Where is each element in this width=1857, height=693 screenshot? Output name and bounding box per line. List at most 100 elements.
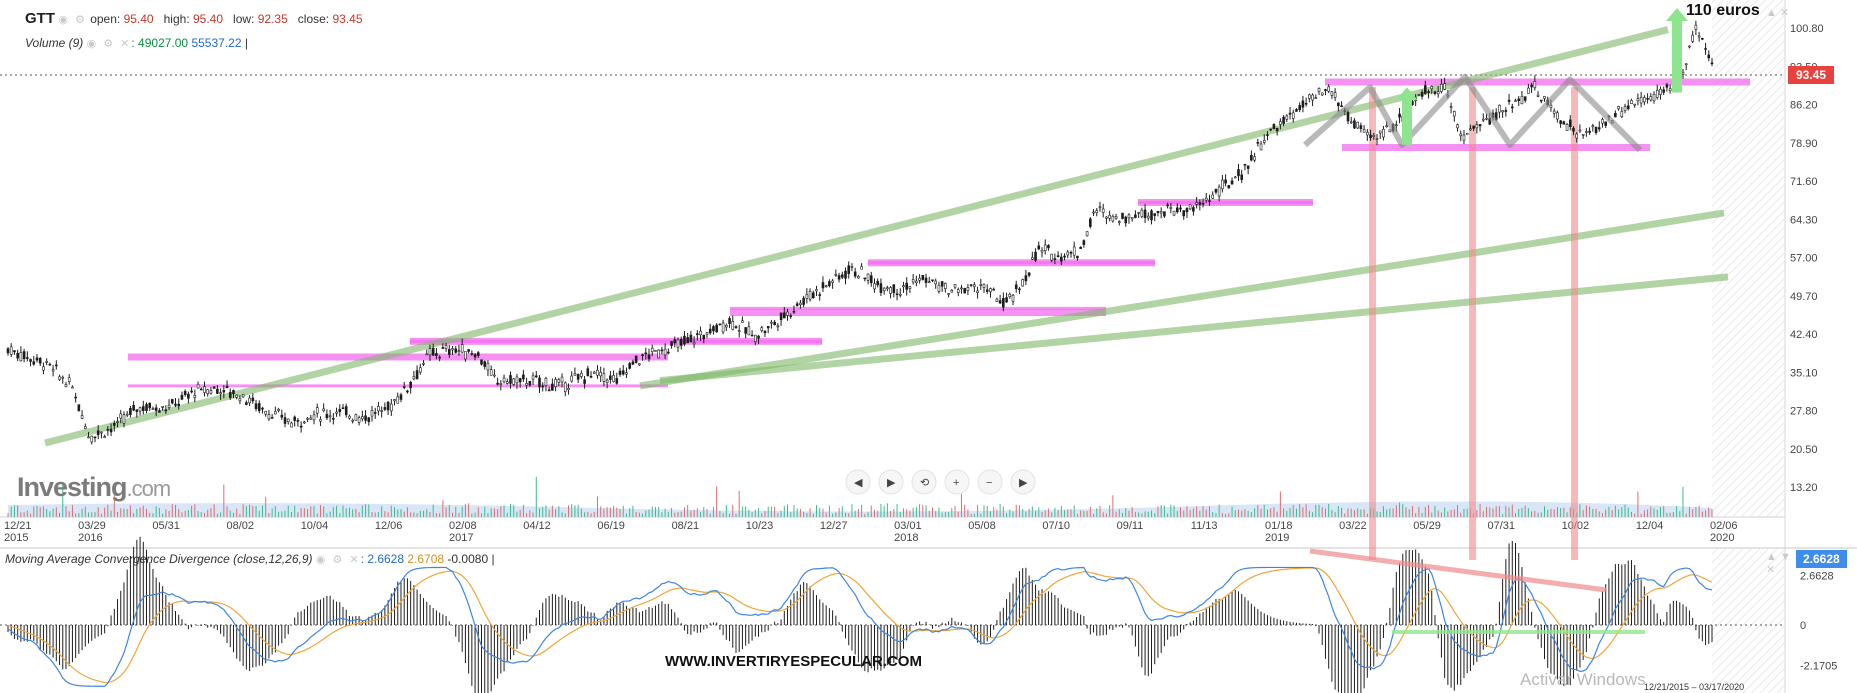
candle-body — [944, 283, 947, 290]
candle-body — [734, 326, 738, 329]
candle-body — [406, 390, 409, 393]
candle-body — [161, 405, 164, 408]
candle-body — [1349, 121, 1353, 124]
nav-button-icon: ▶ — [887, 477, 896, 489]
candle-body — [1250, 155, 1253, 161]
candle-body — [145, 404, 148, 411]
nav-button[interactable] — [845, 469, 871, 495]
candle-body — [1533, 81, 1537, 89]
candle-body — [64, 384, 68, 388]
candle-body — [1688, 45, 1691, 48]
candle-body — [460, 344, 464, 353]
candle-body — [357, 417, 361, 423]
candle-body — [48, 363, 52, 366]
candle-body — [934, 280, 937, 285]
y-tick-label: 27.80 — [1790, 406, 1818, 418]
eye-icon[interactable]: ◉ ⚙ ✕ — [86, 38, 132, 50]
candle-body — [821, 282, 825, 289]
candle-body — [737, 330, 741, 332]
candle-body — [29, 359, 32, 362]
candle-body — [1588, 130, 1591, 133]
candle-body — [254, 403, 258, 409]
zigzag-pattern — [1303, 73, 1643, 153]
candle-body — [1707, 54, 1711, 59]
candle-body — [621, 370, 625, 375]
candle-body — [1353, 120, 1356, 129]
candle-body — [444, 345, 448, 349]
vertical-marker — [1571, 87, 1578, 561]
candle-body — [90, 435, 94, 443]
nav-button[interactable] — [977, 469, 1003, 495]
candle-body — [283, 417, 287, 424]
candle-body — [261, 407, 264, 410]
candle-body — [583, 379, 586, 384]
candle-body — [1005, 297, 1008, 303]
candle-body — [1320, 92, 1324, 96]
candle-body — [663, 348, 667, 356]
candle-body — [1195, 202, 1198, 205]
candle-body — [151, 408, 155, 410]
candle-body — [1169, 207, 1173, 209]
candle-body — [364, 415, 367, 421]
macd-value-tag: 2.6628 — [1796, 550, 1847, 568]
high-label: high: — [163, 12, 190, 26]
x-tick-label: 02/06 — [1710, 520, 1738, 532]
candle-body — [811, 292, 815, 299]
candle-body — [45, 361, 48, 363]
candle-body — [154, 407, 158, 411]
candle-body — [1539, 99, 1543, 102]
candle-body — [818, 294, 822, 296]
candle-body — [483, 361, 487, 367]
x-tick-label: 03/29 — [78, 520, 106, 532]
macd-panel-controls[interactable]: ▲ ▼ ✕ ✕ — [1766, 551, 1804, 576]
panel-controls[interactable]: ▲ ✕ — [1766, 7, 1790, 19]
eye-icon[interactable]: ◉ ⚙ — [58, 14, 87, 26]
candle-body — [873, 283, 876, 290]
nav-button[interactable] — [911, 469, 937, 495]
eye-icon[interactable]: ◉ ⚙ ✕ — [315, 554, 361, 566]
candle-body — [480, 359, 483, 365]
candle-body — [325, 413, 329, 419]
candle-body — [1082, 240, 1086, 245]
candle-body — [373, 412, 377, 414]
x-tick-label: 05/29 — [1413, 520, 1441, 532]
candle-body — [332, 417, 335, 420]
nav-button-icon: ◀ — [854, 477, 863, 489]
candle-body — [982, 283, 986, 288]
candle-body — [1475, 124, 1479, 129]
price-header: GTT ◉ ⚙ open: 95.40 high: 95.40 low: 92.… — [25, 10, 363, 27]
candle-body — [1417, 93, 1421, 96]
candle-body — [187, 393, 190, 399]
candle-body — [309, 417, 313, 420]
chart-nav-buttons[interactable]: ◀ ▶ ⟲ + − ▶ — [845, 469, 1036, 495]
candle-body — [1378, 130, 1382, 134]
candle-body — [956, 289, 960, 293]
open-label: open: — [90, 12, 121, 26]
candle-body — [251, 397, 255, 402]
candle-body — [1549, 104, 1553, 108]
candle-body — [1114, 216, 1118, 219]
candle-body — [26, 357, 29, 359]
candle-body — [1684, 63, 1688, 66]
macd-y-tick: -2.1705 — [1800, 660, 1837, 672]
candle-body — [786, 311, 789, 316]
nav-button[interactable] — [944, 469, 970, 495]
candle-body — [509, 375, 512, 384]
candle-body — [1620, 111, 1624, 117]
candle-body — [367, 417, 371, 422]
candle-body — [67, 377, 71, 383]
macd-y-tick: 2.6628 — [1800, 571, 1834, 583]
candle-body — [390, 403, 393, 412]
candle-body — [1230, 180, 1234, 185]
candle-body — [489, 369, 493, 376]
candle-body — [869, 275, 873, 284]
candle-body — [1146, 215, 1150, 219]
candle-body — [557, 379, 561, 383]
y-tick-label: 57.00 — [1790, 253, 1818, 265]
nav-button[interactable] — [1010, 469, 1036, 495]
candle-body — [1031, 257, 1034, 260]
candle-body — [860, 266, 863, 270]
last-price-tag: 93.45 — [1788, 66, 1835, 84]
candle-body — [1626, 105, 1630, 110]
nav-button[interactable] — [878, 469, 904, 495]
